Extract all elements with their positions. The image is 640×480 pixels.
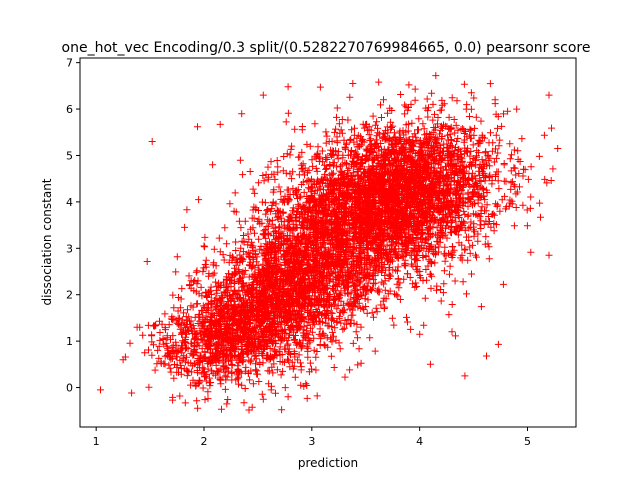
- x-tick-label: 2: [201, 435, 208, 448]
- y-tick-label: 5: [66, 149, 73, 162]
- x-axis-ticks: 1 2 3 4 5: [93, 427, 531, 448]
- x-axis-label: prediction: [298, 456, 358, 470]
- y-tick-label: 6: [66, 103, 73, 116]
- plot-area-frame: [79, 57, 577, 428]
- y-tick-label: 7: [66, 57, 73, 70]
- scatter-points: [97, 72, 562, 414]
- y-tick-label: 3: [66, 242, 73, 255]
- y-axis-ticks: 0 1 2 3 4 5 6 7: [66, 57, 80, 395]
- y-tick-label: 4: [66, 196, 73, 209]
- x-tick-label: 5: [524, 435, 531, 448]
- x-tick-label: 1: [93, 435, 100, 448]
- y-tick-label: 0: [66, 382, 73, 395]
- x-tick-label: 3: [308, 435, 315, 448]
- y-tick-label: 2: [66, 289, 73, 302]
- y-tick-label: 1: [66, 335, 73, 348]
- chart-title: one_hot_vec Encoding/0.3 split/(0.528227…: [62, 40, 591, 56]
- x-tick-label: 4: [416, 435, 423, 448]
- y-axis-label: dissociation constant: [40, 178, 54, 305]
- scatter-point-markers: [97, 72, 562, 414]
